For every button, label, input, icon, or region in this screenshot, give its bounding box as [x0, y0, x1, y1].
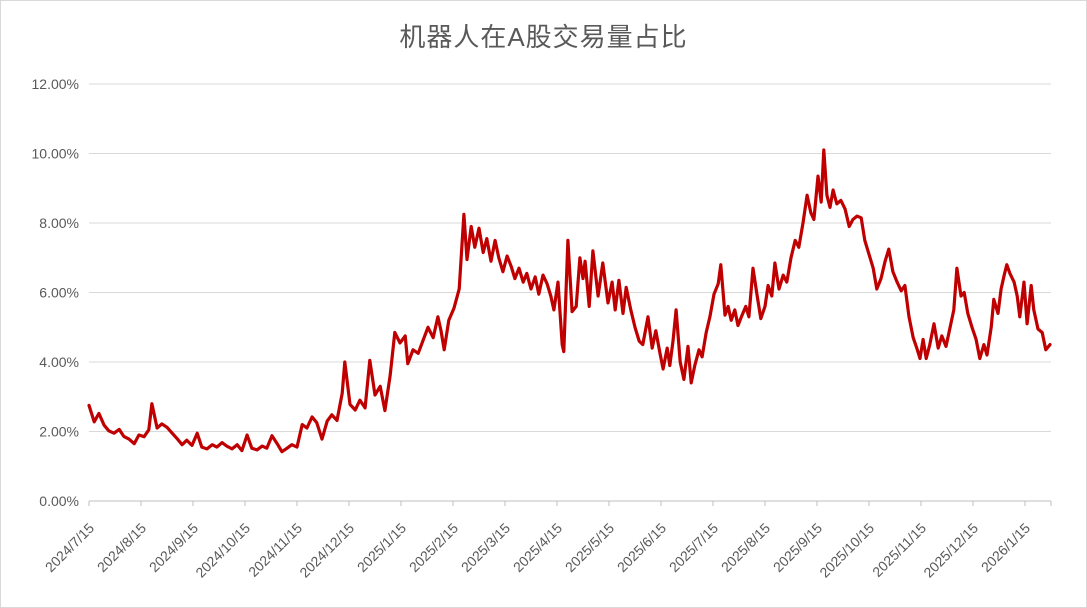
x-axis-tick-label: 2024/9/15	[146, 520, 202, 576]
x-axis-tick-label: 2025/12/15	[920, 520, 981, 581]
y-axis-tick-label: 12.00%	[32, 76, 79, 92]
chart-title: 机器人在A股交易量占比	[399, 22, 688, 52]
x-axis-tick-label: 2024/10/15	[192, 520, 253, 581]
series-line	[87, 148, 1052, 454]
x-axis-tick-label: 2024/7/15	[42, 520, 98, 576]
y-axis-tick-label: 4.00%	[39, 354, 79, 370]
y-axis-tick-label: 0.00%	[39, 493, 79, 509]
x-axis-tick-label: 2025/6/15	[614, 520, 670, 576]
x-axis-tick-label: 2024/8/15	[94, 520, 150, 576]
x-axis-tick-label: 2025/3/15	[458, 520, 514, 576]
x-axis-tick-label: 2025/4/15	[510, 520, 566, 576]
x-axis-tick-label: 2025/11/15	[869, 520, 929, 580]
x-axis-tick-label: 2025/10/15	[816, 520, 877, 581]
x-axis-tick-label: 2024/11/15	[245, 520, 305, 580]
x-axis-tick-label: 2026/1/15	[978, 520, 1034, 576]
y-axis-tick-label: 2.00%	[39, 424, 79, 440]
x-axis-tick-label: 2025/9/15	[770, 520, 826, 576]
y-axis-tick-label: 6.00%	[39, 285, 79, 301]
x-axis-tick-label: 2025/8/15	[718, 520, 774, 576]
x-axis-tick-label: 2025/2/15	[406, 520, 462, 576]
x-axis-tick-label: 2024/12/15	[296, 520, 357, 581]
x-axis-tick-label: 2025/7/15	[666, 520, 722, 576]
y-axis-tick-label: 8.00%	[39, 215, 79, 231]
x-axis-tick-label: 2025/5/15	[562, 520, 618, 576]
y-axis-tick-label: 10.00%	[32, 146, 79, 162]
x-axis-tick-label: 2025/1/15	[354, 520, 410, 576]
